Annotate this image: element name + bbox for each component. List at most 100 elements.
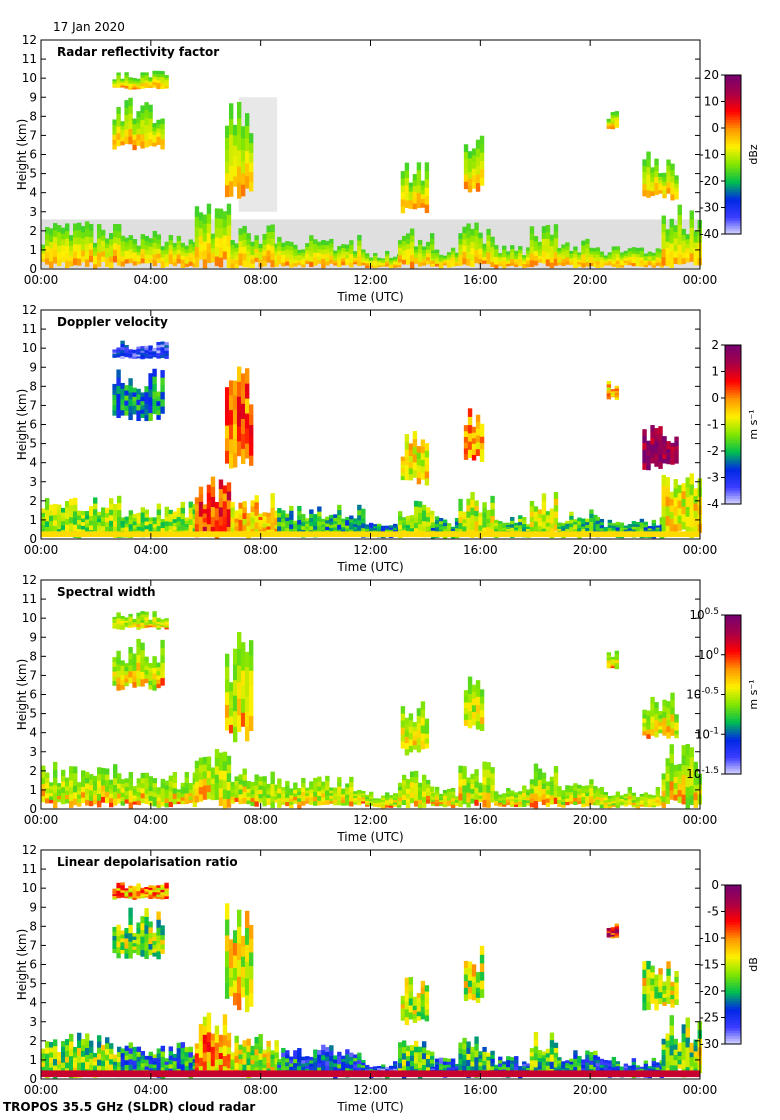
data-cell [152,796,158,802]
data-cell [65,223,70,232]
data-cell [128,77,133,80]
data-cell [685,776,690,788]
data-cell [156,344,161,348]
data-cell [345,254,350,259]
data-cell [234,247,239,252]
data-cell [232,135,238,146]
data-cell [408,204,414,209]
colorbar-segment [725,686,741,690]
data-cell [393,262,398,265]
data-cell [132,624,137,626]
data-cell [651,525,657,530]
colorbar-segment [725,215,741,219]
data-cell [198,220,204,229]
data-cell [434,790,440,794]
data-cell [494,800,499,804]
data-cell [124,617,129,620]
data-cell [61,769,66,776]
data-cell [393,802,398,805]
data-cell [369,260,374,263]
data-cell [685,248,690,254]
data-cell [446,800,452,804]
data-cell [450,253,456,258]
data-cell [234,1042,239,1050]
data-cell [198,243,204,252]
data-cell [458,254,463,261]
data-cell [218,1046,224,1054]
data-cell [651,795,657,798]
data-cell [561,527,566,531]
data-cell [148,389,153,398]
data-cell [246,788,251,793]
data-cell [650,722,655,730]
data-cell [124,82,129,86]
data-cell [557,796,562,801]
data-cell [506,799,511,803]
data-cell [446,529,452,532]
data-cell [545,518,551,523]
data-cell [424,718,430,724]
data-cell [466,237,471,245]
data-cell [416,744,422,753]
y-tick-label: 7 [29,398,37,412]
data-cell [140,356,145,360]
data-cell [416,471,422,478]
data-cell [619,795,625,798]
data-cell [658,714,663,719]
data-cell [160,654,165,663]
data-cell [317,800,322,806]
data-cell [136,778,142,784]
data-cell [152,523,158,528]
data-cell [681,246,686,253]
data-cell [226,491,232,501]
data-cell [425,787,431,792]
x-tick-label: 08:00 [243,543,278,557]
data-cell [49,1047,54,1053]
data-cell [377,799,382,802]
y-tick-label: 0 [29,262,37,276]
data-cell [614,113,620,117]
data-cell [117,244,122,252]
data-cell [526,526,531,529]
data-cell [164,241,170,247]
data-cell [120,409,125,416]
data-cell [595,526,601,531]
data-cell [325,790,330,796]
data-cell [561,522,566,526]
data-cell [639,256,645,261]
data-cell [565,242,570,247]
colorbar-segment [725,771,741,775]
data-cell [109,784,114,790]
data-cell [41,247,46,251]
colorbar-segment [725,466,741,471]
data-cell [266,794,271,799]
data-cell [474,799,479,806]
data-cell [160,377,165,385]
data-cell [533,255,539,261]
colorbar-segment [725,456,741,460]
data-cell [627,792,633,797]
data-cell [160,128,165,135]
data-cell [198,1057,204,1067]
data-cell [669,218,674,228]
data-cell [180,507,186,514]
data-cell [97,231,102,239]
data-cell [222,1024,228,1036]
data-cell [120,615,125,619]
data-cell [438,529,444,533]
data-cell [421,259,427,263]
data-cell [168,517,174,522]
data-cell [446,262,452,266]
data-cell [202,1016,208,1026]
data-cell [325,519,330,524]
data-cell [270,777,275,785]
data-cell [490,790,495,797]
data-cell [238,1058,243,1064]
data-cell [301,787,306,793]
data-cell [65,786,70,791]
data-cell [188,799,194,804]
data-cell [646,460,651,466]
data-cell [160,264,166,269]
data-cell [373,802,378,805]
data-cell [309,509,314,514]
